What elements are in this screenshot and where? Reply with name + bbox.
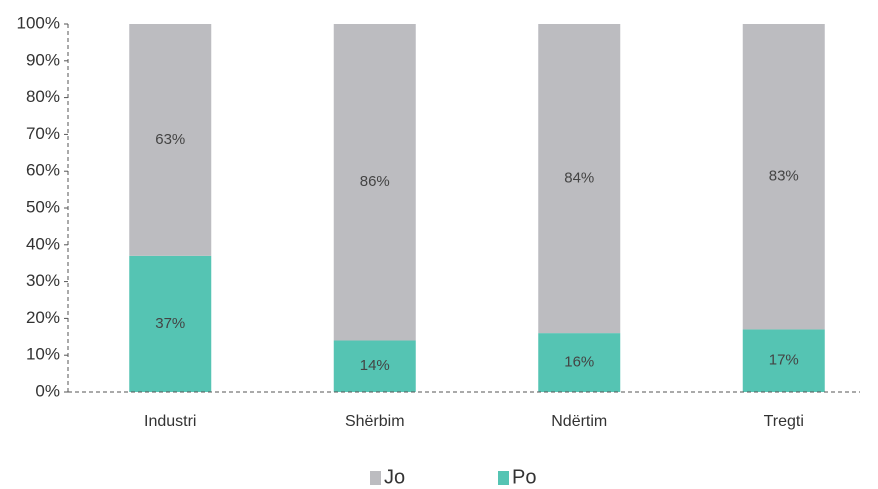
y-tick-label: 80%	[26, 87, 60, 106]
value-label: 86%	[360, 173, 390, 190]
y-tick-label: 50%	[26, 197, 60, 216]
y-tick-label: 10%	[26, 345, 60, 364]
legend-swatch	[370, 471, 381, 485]
bar-segment	[742, 329, 825, 392]
x-tick-label: Industri	[144, 413, 196, 430]
bar-segment	[742, 24, 825, 330]
bar-segment	[538, 333, 621, 392]
y-tick-label: 60%	[26, 161, 60, 180]
bar-segment	[333, 340, 416, 392]
value-label: 83%	[769, 168, 799, 185]
y-tick-label: 70%	[26, 124, 60, 143]
value-label: 37%	[155, 315, 185, 332]
y-tick-label: 20%	[26, 308, 60, 327]
y-tick-label: 100%	[17, 13, 60, 32]
value-label: 63%	[155, 131, 185, 148]
x-tick-label: Tregti	[764, 413, 804, 430]
bar-segment	[333, 24, 416, 341]
value-label: 17%	[769, 352, 799, 369]
value-label: 16%	[564, 354, 594, 371]
bar-segment	[129, 255, 212, 392]
legend-label: Jo	[384, 466, 405, 488]
y-tick-label: 30%	[26, 271, 60, 290]
bar-segment	[129, 24, 212, 256]
x-tick-label: Shërbim	[345, 413, 405, 430]
bar-segment	[538, 24, 621, 334]
y-tick-label: 40%	[26, 234, 60, 253]
x-tick-label: Ndërtim	[551, 413, 607, 430]
y-tick-label: 90%	[26, 50, 60, 69]
y-tick-label: 0%	[35, 381, 60, 400]
value-label: 14%	[360, 357, 390, 374]
legend-label: Po	[512, 466, 536, 488]
value-label: 84%	[564, 170, 594, 187]
legend-swatch	[498, 471, 509, 485]
